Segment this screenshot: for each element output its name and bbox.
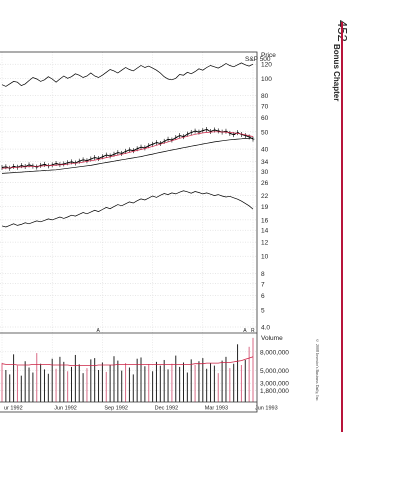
volume-tick-label: 3,000,000	[260, 381, 289, 388]
signal-marker: R	[251, 328, 255, 334]
series-index-line	[1, 62, 254, 87]
volume-bars	[1, 338, 254, 402]
plot-border	[0, 51, 258, 413]
price-tick-label: 70	[261, 103, 269, 110]
accent-rule	[341, 22, 343, 432]
series-label: S&P 500	[245, 56, 271, 63]
price-tick-label: 4.0	[261, 325, 270, 332]
x-axis: ur 1992 Jun 1992 Sep 1992 Dec 1992 Mar 1993 J…	[4, 406, 278, 412]
price-tick-label: 120	[261, 62, 272, 69]
price-tick-label: 5	[261, 307, 265, 314]
volume-tick-label: 1,800,000	[260, 388, 289, 395]
series-relative-strength-line	[1, 190, 254, 228]
price-axis-title: Price	[261, 52, 276, 59]
price-tick-label: 22	[261, 193, 269, 200]
x-tick-label: ur 1992	[4, 406, 23, 412]
copyright-notice: © 2008 Investor's Business Daily, Inc.	[315, 338, 320, 402]
price-tick-label: 40	[261, 147, 269, 154]
x-tick-label: Mar 1993	[205, 406, 228, 412]
price-tick-label: 19	[261, 204, 269, 211]
volume-grid	[0, 351, 257, 391]
volume-average-line	[1, 356, 254, 366]
signal-marker: A	[97, 328, 101, 334]
price-tick-label: 60	[261, 115, 269, 122]
price-tick-label: 80	[261, 93, 269, 100]
price-tick-label: 50	[261, 129, 269, 136]
price-axis: 120 100 80 70 60 50 40 34 30 26 22 19 16 14 12 10 8 7 6 5 4.…	[261, 52, 276, 332]
price-tick-label: 10	[261, 254, 269, 261]
series-moving-average-10wk-line	[1, 131, 254, 169]
price-tick-label: 26	[261, 180, 269, 187]
x-tick-label: Dec 1992	[155, 406, 179, 412]
price-tick-label: 16	[261, 217, 269, 224]
volume-tick-label: 8,000,000	[260, 349, 289, 356]
x-tick-label: Jun 1992	[54, 406, 77, 412]
signal-marker: A	[243, 328, 247, 334]
x-tick-label: Jun 1993	[255, 406, 278, 412]
price-tick-label: 100	[261, 76, 272, 83]
price-tick-label: 30	[261, 169, 269, 176]
volume-axis-title: Volume	[261, 335, 283, 342]
price-tick-label: 6	[261, 293, 265, 300]
price-tick-label: 12	[261, 240, 269, 247]
chapter-label: Bonus Chapter	[332, 44, 341, 102]
price-tick-label: 7	[261, 281, 265, 288]
volume-tick-label: 5,000,000	[260, 368, 289, 375]
x-tick-label: Sep 1992	[104, 406, 128, 412]
series-moving-average-40wk-line	[1, 137, 254, 174]
price-tick-label: 8	[261, 271, 265, 278]
price-tick-label: 14	[261, 228, 269, 235]
price-tick-label: 34	[261, 159, 269, 166]
price-grid	[0, 52, 257, 402]
chart-frame	[0, 51, 258, 413]
